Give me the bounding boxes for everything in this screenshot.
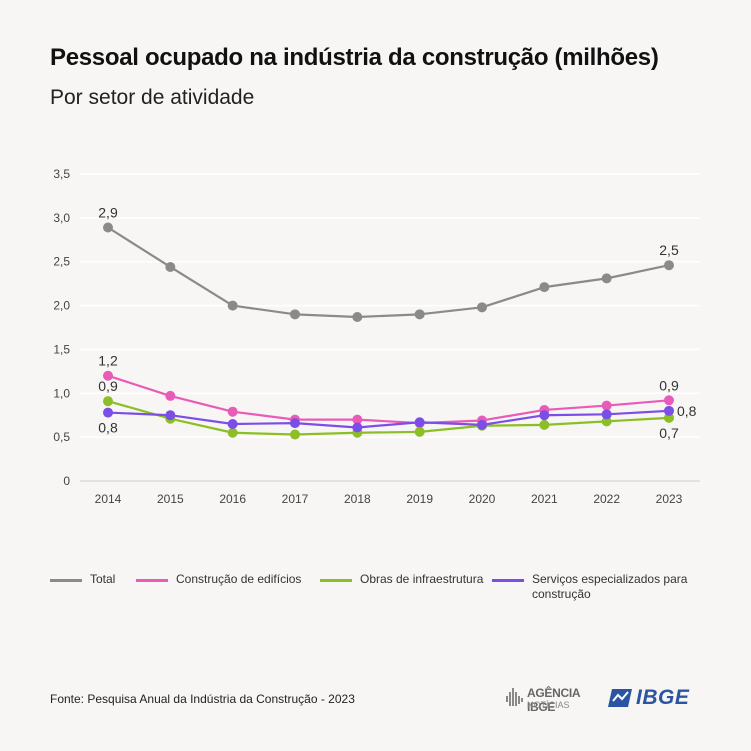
legend-label: Obras de infraestrutura	[360, 572, 484, 586]
data-point	[664, 405, 674, 416]
data-point	[103, 407, 113, 418]
y-tick-label: 1,5	[53, 342, 70, 356]
series-lines	[107, 226, 670, 436]
grid	[80, 173, 700, 482]
data-point	[165, 390, 176, 401]
data-point	[477, 302, 487, 313]
legend-swatch	[320, 579, 352, 582]
data-point	[414, 426, 425, 437]
data-label: 0,9	[98, 378, 118, 394]
series-line	[107, 374, 670, 425]
data-point	[352, 414, 363, 425]
data-point	[103, 222, 113, 233]
data-label: 0,8	[98, 420, 118, 436]
legend-item: Obras de infraestrutura	[320, 572, 483, 587]
legend-item: Total	[50, 572, 115, 587]
x-tick-label: 2022	[593, 492, 620, 506]
x-tick-label: 2023	[656, 492, 683, 506]
legend-label: Construção de edifícios	[176, 572, 302, 586]
legend-label: Serviços especializados para construção	[532, 572, 688, 601]
chart-subtitle: Por setor de atividade	[50, 86, 255, 109]
data-point	[477, 419, 487, 430]
series-points	[103, 222, 674, 440]
data-labels: 2,9 2,5 1,2 0,9 0,9 0,7 0,8 0,8	[98, 205, 696, 441]
data-point	[539, 419, 550, 430]
agencia-logo-icon	[506, 688, 523, 706]
y-tick-label: 0	[63, 474, 70, 488]
ibge-logo-text: IBGE	[636, 686, 690, 709]
legend-swatch	[50, 579, 82, 582]
x-tick-label: 2016	[219, 492, 246, 506]
data-point	[539, 282, 550, 293]
data-point	[103, 370, 113, 381]
y-tick-label: 3,5	[53, 167, 70, 181]
x-tick-label: 2015	[157, 492, 184, 506]
legend-item: Serviços especializados para construção	[492, 572, 692, 602]
agencia-ibge-logo: AGÊNCIA IBGE NOTÍCIAS	[505, 686, 605, 714]
y-axis: 0 0,5 1,0 1,5 2,0 2,5 3,0 3,5	[53, 167, 70, 488]
y-tick-label: 2,0	[53, 299, 70, 313]
data-point	[165, 261, 176, 272]
x-tick-label: 2021	[531, 492, 558, 506]
x-axis: 2014 2015 2016 2017 2018 2019 2020 2021 2022 2023	[95, 492, 683, 506]
legend-swatch	[136, 579, 168, 582]
data-label: 0,8	[677, 403, 697, 419]
chart-title: Pessoal ocupado na indústria da construç…	[50, 44, 659, 71]
data-label: 0,7	[659, 425, 679, 441]
data-point	[352, 311, 363, 322]
legend-swatch	[492, 579, 524, 582]
data-point	[414, 417, 425, 428]
data-point	[290, 429, 300, 440]
agencia-logo-text: AGÊNCIA IBGE	[527, 686, 580, 714]
data-point	[290, 418, 300, 429]
data-point	[165, 410, 176, 421]
data-label: 2,9	[98, 205, 118, 221]
legend-label: Total	[90, 572, 116, 586]
data-point	[664, 412, 674, 423]
ibge-logo: IBGE	[608, 686, 708, 710]
ibge-logo-icon	[608, 689, 632, 707]
series-line	[107, 409, 670, 429]
line-chart: 00,51,01,52,02,53,03,5 2014 2015 2016 2017 2…	[53, 167, 700, 506]
data-point	[227, 427, 238, 438]
x-tick-label: 2020	[469, 492, 496, 506]
x-tick-label: 2014	[95, 492, 122, 506]
data-point	[227, 406, 238, 417]
data-point	[601, 416, 612, 427]
y-tick-label: 0,5	[53, 430, 70, 444]
x-tick-label: 2017	[282, 492, 309, 506]
agencia-logo-subtext: NOTÍCIAS	[527, 700, 570, 710]
data-point	[601, 400, 612, 411]
y-tick-label: 2,5	[53, 255, 70, 269]
legend-item: Construção de edifícios	[136, 572, 301, 587]
data-point	[601, 273, 612, 284]
data-point	[414, 309, 425, 320]
data-point	[664, 260, 674, 271]
data-point	[601, 409, 612, 420]
data-point	[103, 396, 113, 407]
x-tick-label: 2018	[344, 492, 371, 506]
series-line	[107, 400, 670, 436]
y-tick-label: 1,0	[53, 386, 70, 400]
series-line	[107, 226, 670, 319]
data-point	[539, 410, 550, 421]
data-point	[290, 309, 300, 320]
data-label: 2,5	[659, 242, 679, 258]
data-point	[227, 418, 238, 429]
data-point	[227, 300, 238, 311]
data-point	[664, 395, 674, 406]
source-note: Fonte: Pesquisa Anual da Indústria da Co…	[50, 692, 355, 706]
data-label: 0,9	[659, 377, 679, 393]
y-tick-label: 3,0	[53, 211, 70, 225]
data-point	[352, 422, 363, 433]
x-tick-label: 2019	[406, 492, 433, 506]
data-label: 1,2	[98, 353, 118, 369]
